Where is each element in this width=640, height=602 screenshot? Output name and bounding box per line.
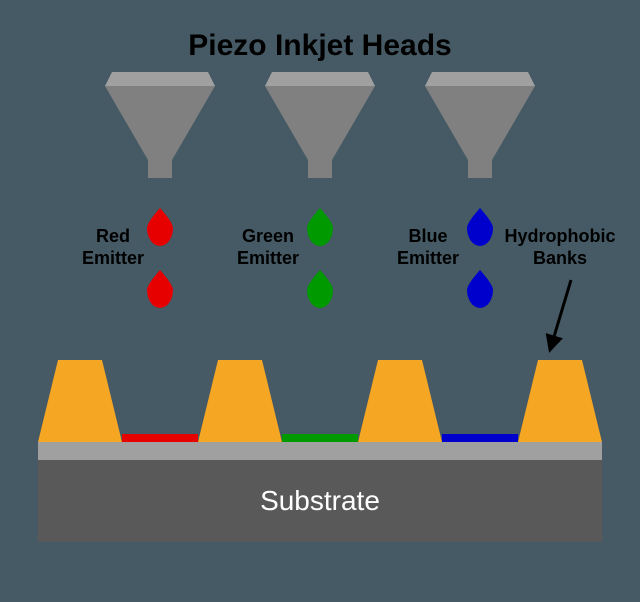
emitter-label-2-2: Emitter bbox=[397, 248, 459, 268]
banks-label-2: Banks bbox=[533, 248, 587, 268]
emitter-label-0-1: Red bbox=[96, 226, 130, 246]
well-fill-2 bbox=[442, 434, 518, 442]
emitter-label-1-2: Emitter bbox=[237, 248, 299, 268]
title-text: Piezo Inkjet Heads bbox=[188, 29, 451, 62]
inkjet-cap-2 bbox=[425, 72, 535, 86]
inkjet-tip-2 bbox=[468, 160, 492, 178]
inkjet-tip-1 bbox=[308, 160, 332, 178]
well-fill-1 bbox=[282, 434, 358, 442]
inkjet-tip-0 bbox=[148, 160, 172, 178]
emitter-label-2-1: Blue bbox=[408, 226, 447, 246]
substrate-label: Substrate bbox=[260, 485, 380, 516]
inkjet-cap-0 bbox=[105, 72, 215, 86]
emitter-label-1-1: Green bbox=[242, 226, 294, 246]
inkjet-cap-1 bbox=[265, 72, 375, 86]
emitter-label-0-2: Emitter bbox=[82, 248, 144, 268]
well-fill-0 bbox=[122, 434, 198, 442]
banks-label-1: Hydrophobic bbox=[505, 226, 616, 246]
substrate-top bbox=[38, 442, 602, 460]
